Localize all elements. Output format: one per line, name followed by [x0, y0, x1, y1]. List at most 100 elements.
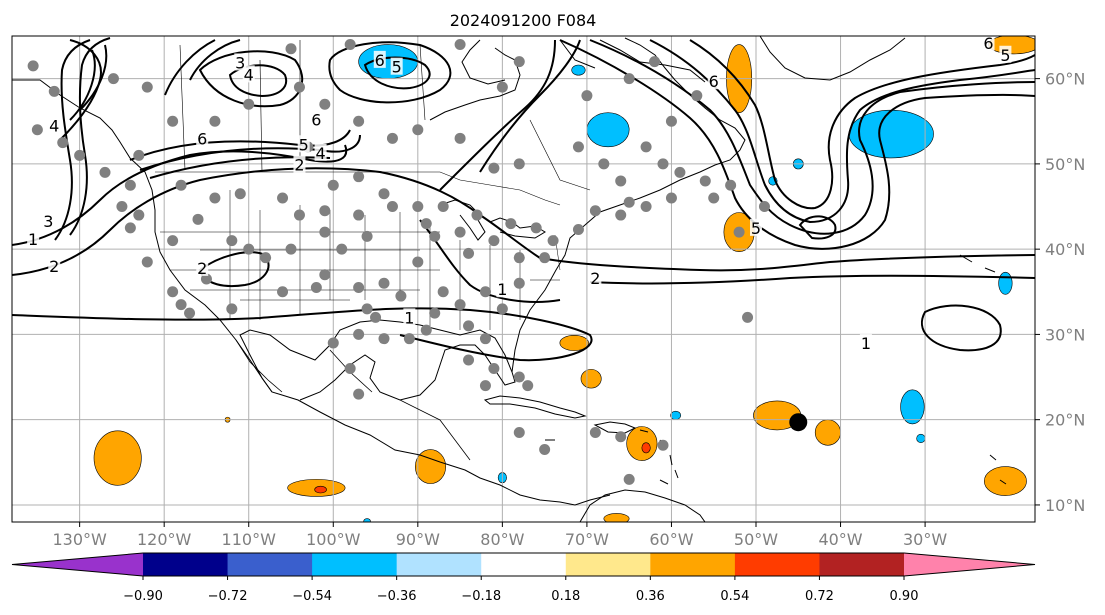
anomaly-fill-area [559, 334, 589, 351]
station-marker-layer [27, 39, 770, 485]
station-marker [353, 388, 365, 400]
latitude-tick-label: 50°N [1045, 155, 1085, 174]
station-marker [598, 158, 610, 170]
station-marker [572, 141, 584, 153]
station-marker [285, 43, 297, 55]
station-marker [412, 124, 424, 136]
station-marker [479, 286, 491, 298]
station-marker [31, 124, 43, 136]
colorbar-segment [565, 553, 651, 576]
station-marker [167, 286, 179, 298]
contour-label: 5 [299, 135, 309, 154]
station-marker [141, 256, 153, 268]
latitude-tick-label: 10°N [1045, 496, 1085, 515]
contour-label-background [196, 258, 209, 276]
station-marker [209, 192, 221, 204]
station-marker [277, 192, 289, 204]
colorbar-segment [650, 553, 736, 576]
station-marker [539, 252, 551, 264]
contour-label-background [373, 50, 386, 68]
station-marker [513, 56, 525, 68]
latitude-tick-label: 30°N [1045, 325, 1085, 344]
station-marker [412, 256, 424, 268]
station-marker [361, 303, 373, 315]
station-marker [370, 311, 382, 323]
anomaly-fill-area [814, 419, 841, 446]
contour-label-background [196, 129, 209, 147]
hispaniola-coastline [593, 421, 637, 434]
station-marker [708, 192, 720, 204]
station-marker [327, 179, 339, 191]
station-marker [758, 201, 770, 213]
station-marker [353, 209, 365, 221]
station-marker [657, 439, 669, 451]
contour-line-layer [12, 37, 1035, 362]
station-marker [513, 371, 525, 383]
station-marker [209, 115, 221, 127]
colorbar-tick-label: −0.18 [461, 589, 501, 604]
contour-line-atlantic-trough-4 [689, 39, 1035, 210]
contour-line-atlantic-trough-2 [559, 39, 1035, 250]
contour-line-hudson [328, 41, 452, 104]
station-marker [395, 290, 407, 302]
longitude-tick-labels: 130°W 120°W 110°W 100°W 90°W 80°W 70°W 60°W 50°W… [52, 522, 947, 549]
contour-label-background [589, 269, 602, 287]
colorbar-tick-label: 0.54 [720, 589, 749, 604]
north-america-coastline [12, 79, 611, 506]
contour-label-background [314, 143, 327, 161]
contour-label: 2 [197, 259, 207, 278]
colorbar-segment [227, 553, 313, 576]
contour-label: 5 [392, 58, 402, 77]
station-marker [725, 179, 737, 191]
storm-center-marker [789, 413, 808, 432]
contour-label-background [42, 212, 55, 230]
anomaly-fill-area [670, 410, 682, 420]
station-marker [353, 328, 365, 340]
station-marker [479, 380, 491, 392]
station-marker [124, 222, 136, 234]
station-marker [589, 426, 601, 438]
station-marker [615, 175, 627, 187]
station-marker [74, 149, 86, 161]
colorbar-segment [312, 553, 398, 576]
station-marker [513, 426, 525, 438]
station-marker [454, 39, 466, 51]
anomaly-fill-area [414, 449, 447, 484]
contour-line-labrador [479, 39, 581, 173]
contour-label: 3 [235, 53, 245, 72]
station-marker [167, 115, 179, 127]
station-marker [184, 307, 196, 319]
anomaly-fill-area [626, 426, 658, 461]
contour-label-background [293, 155, 306, 173]
longitude-tick-label: 80°W [480, 530, 524, 549]
contour-label-background [859, 333, 872, 351]
longitude-tick-label: 90°W [396, 530, 440, 549]
station-marker [572, 224, 584, 236]
station-marker [623, 73, 635, 85]
station-marker [640, 141, 652, 153]
contour-label-background [27, 229, 40, 247]
latitude-tick-label: 60°N [1045, 70, 1085, 89]
station-marker [403, 333, 415, 345]
contour-label: 2 [49, 257, 59, 276]
station-marker [378, 188, 390, 200]
station-marker [319, 269, 331, 281]
station-marker [454, 299, 466, 311]
contour-line-west-coast-2 [69, 37, 111, 236]
station-marker [742, 311, 754, 323]
anomaly-fill-area [603, 513, 630, 522]
contour-label: 6 [311, 111, 321, 130]
contour-label: 6 [375, 51, 385, 70]
station-marker [437, 201, 449, 213]
coastline-layer [12, 36, 1007, 522]
anomaly-fill-area [93, 430, 142, 486]
contour-label-background [234, 53, 247, 71]
longitude-tick-label: 100°W [306, 530, 361, 549]
contour-label: 6 [709, 72, 719, 91]
contour-line-5 [69, 49, 361, 171]
station-marker [479, 333, 491, 345]
station-marker [488, 363, 500, 375]
station-marker [513, 158, 525, 170]
longitude-tick-label: 70°W [565, 530, 609, 549]
latitude-tick-label: 20°N [1045, 411, 1085, 430]
